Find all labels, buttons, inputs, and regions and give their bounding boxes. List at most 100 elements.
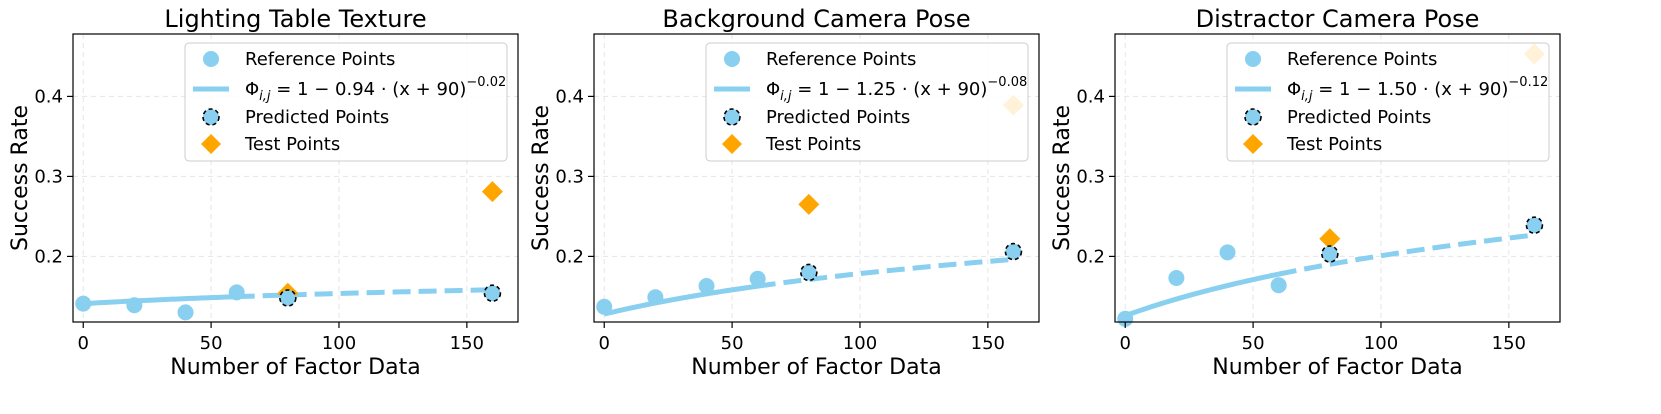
predicted-point	[800, 263, 818, 282]
y-tick-label: 0.2	[555, 246, 584, 267]
plot-frame	[1114, 33, 1561, 323]
y-tick-label: 0.3	[1076, 166, 1105, 187]
legend-reference-label: Reference Points	[766, 49, 916, 70]
fit-curve-solid	[603, 283, 759, 317]
x-tick-label: 150	[1492, 333, 1526, 354]
legend-test-marker	[201, 134, 221, 154]
legend-box	[705, 42, 1029, 162]
x-tick-label: 150	[971, 333, 1005, 354]
predicted-point	[1004, 242, 1023, 261]
reference-point	[749, 270, 766, 287]
plot-frame	[593, 33, 1040, 323]
reference-point	[647, 289, 664, 306]
legend-reference-label: Reference Points	[245, 49, 395, 70]
legend-fit-label: Φi,j = 1 − 0.94 · (x + 90)−0.02	[245, 75, 506, 104]
legend-test-label: Test Points	[244, 134, 340, 155]
x-tick-label: 0	[1120, 333, 1131, 354]
x-tick-label: 0	[78, 333, 89, 354]
chart-panel-3: 0 50 100 150 0.2 0.3 0.4 Distractor Camera Pose…	[1050, 5, 1561, 380]
reference-point	[1219, 244, 1236, 261]
legend-fit-subscript: i,j	[1301, 89, 1313, 104]
legend-fit-formula: = 1 − 1.25 · (x + 90)	[792, 79, 988, 100]
legend-fit-symbol: Φ	[766, 79, 780, 100]
legend: Reference Points Φi,j = 1 − 1.25 · (x + 9…	[705, 42, 1029, 162]
legend-test-marker	[1243, 134, 1263, 154]
legend-reference-marker	[724, 51, 740, 67]
predicted-point	[483, 284, 502, 303]
legend-predicted-label: Predicted Points	[245, 107, 389, 128]
predicted-point	[279, 289, 297, 307]
legend-predicted-label: Predicted Points	[766, 107, 910, 128]
legend-reference-marker	[1245, 51, 1261, 67]
fit-curve-solid	[83, 294, 237, 307]
chart-title: Distractor Camera Pose	[1196, 5, 1480, 33]
x-axis-label: Number of Factor Data	[691, 355, 941, 380]
reference-point	[1168, 270, 1185, 286]
fit-curve-dashed	[1278, 232, 1535, 277]
y-tick-label: 0.4	[1076, 86, 1105, 107]
x-axis-label: Number of Factor Data	[1212, 355, 1462, 380]
legend-fit-symbol: Φ	[1287, 79, 1301, 100]
reference-point	[177, 304, 194, 321]
legend: Reference Points Φi,j = 1 − 1.50 · (x + 9…	[1226, 42, 1550, 162]
y-tick-label: 0.3	[34, 166, 63, 187]
legend-fit-exponent: −0.02	[466, 75, 506, 90]
x-axis-label: Number of Factor Data	[170, 355, 420, 380]
reference-point	[228, 284, 245, 301]
x-tick-label: 100	[843, 333, 877, 354]
test-point	[798, 193, 820, 215]
legend-box	[1226, 42, 1550, 162]
reference-point	[1270, 277, 1287, 294]
x-tick-label: 50	[721, 333, 744, 354]
legend-test-label: Test Points	[1286, 134, 1382, 155]
x-tick-label: 100	[322, 333, 356, 354]
y-tick-label: 0.2	[1076, 246, 1105, 267]
y-axis-label: Success Rate	[8, 105, 33, 251]
legend-test-marker	[722, 134, 742, 154]
legend-fit-formula: = 1 − 0.94 · (x + 90)	[271, 79, 467, 100]
test-point	[1319, 228, 1341, 250]
legend-predicted-marker	[202, 108, 220, 126]
test-point	[481, 181, 503, 203]
reference-point	[75, 295, 92, 312]
fit-curve-dashed	[757, 256, 1014, 289]
x-tick-label: 50	[200, 333, 223, 354]
y-axis-label: Success Rate	[529, 105, 554, 251]
legend-test-label: Test Points	[765, 134, 861, 155]
y-tick-label: 0.4	[555, 86, 584, 107]
legend-fit-symbol: Φ	[245, 79, 259, 100]
plot-frame	[72, 33, 519, 323]
x-tick-label: 100	[1364, 333, 1398, 354]
chart-panel-1: 0 50 100 150 0.2 0.3 0.4 Lighting Table Texture…	[8, 5, 519, 380]
chart-panel-2: 0 50 100 150 0.2 0.3 0.4 Background Camera Pose…	[529, 5, 1040, 380]
fit-curve-dashed	[236, 287, 493, 300]
legend-fit-label: Φi,j = 1 − 1.50 · (x + 90)−0.12	[1287, 75, 1548, 104]
reference-point	[126, 297, 143, 314]
x-tick-label: 150	[450, 333, 484, 354]
legend-box	[184, 42, 508, 162]
legend-reference-label: Reference Points	[1287, 49, 1437, 70]
predicted-point	[1525, 216, 1544, 234]
legend-fit-label: Φi,j = 1 − 1.25 · (x + 90)−0.08	[766, 75, 1027, 104]
legend: Reference Points Φi,j = 1 − 0.94 · (x + 9…	[184, 42, 508, 162]
y-tick-label: 0.2	[34, 246, 63, 267]
fit-curve-solid	[1124, 271, 1280, 319]
x-tick-label: 0	[599, 333, 610, 354]
legend-fit-exponent: −0.12	[1508, 75, 1548, 90]
y-axis-label: Success Rate	[1050, 105, 1075, 251]
legend-fit-subscript: i,j	[780, 89, 792, 104]
legend-reference-marker	[203, 51, 219, 67]
predicted-point	[1321, 245, 1339, 263]
legend-fit-formula: = 1 − 1.50 · (x + 90)	[1313, 79, 1509, 100]
legend-predicted-marker	[1244, 108, 1262, 126]
legend-fit-subscript: i,j	[259, 89, 271, 104]
chart-title: Background Camera Pose	[662, 5, 970, 33]
x-tick-label: 50	[1242, 333, 1265, 354]
chart-title: Lighting Table Texture	[164, 5, 426, 33]
reference-point	[596, 298, 613, 315]
reference-point	[698, 278, 715, 294]
y-tick-label: 0.4	[34, 86, 63, 107]
legend-predicted-label: Predicted Points	[1287, 107, 1431, 128]
